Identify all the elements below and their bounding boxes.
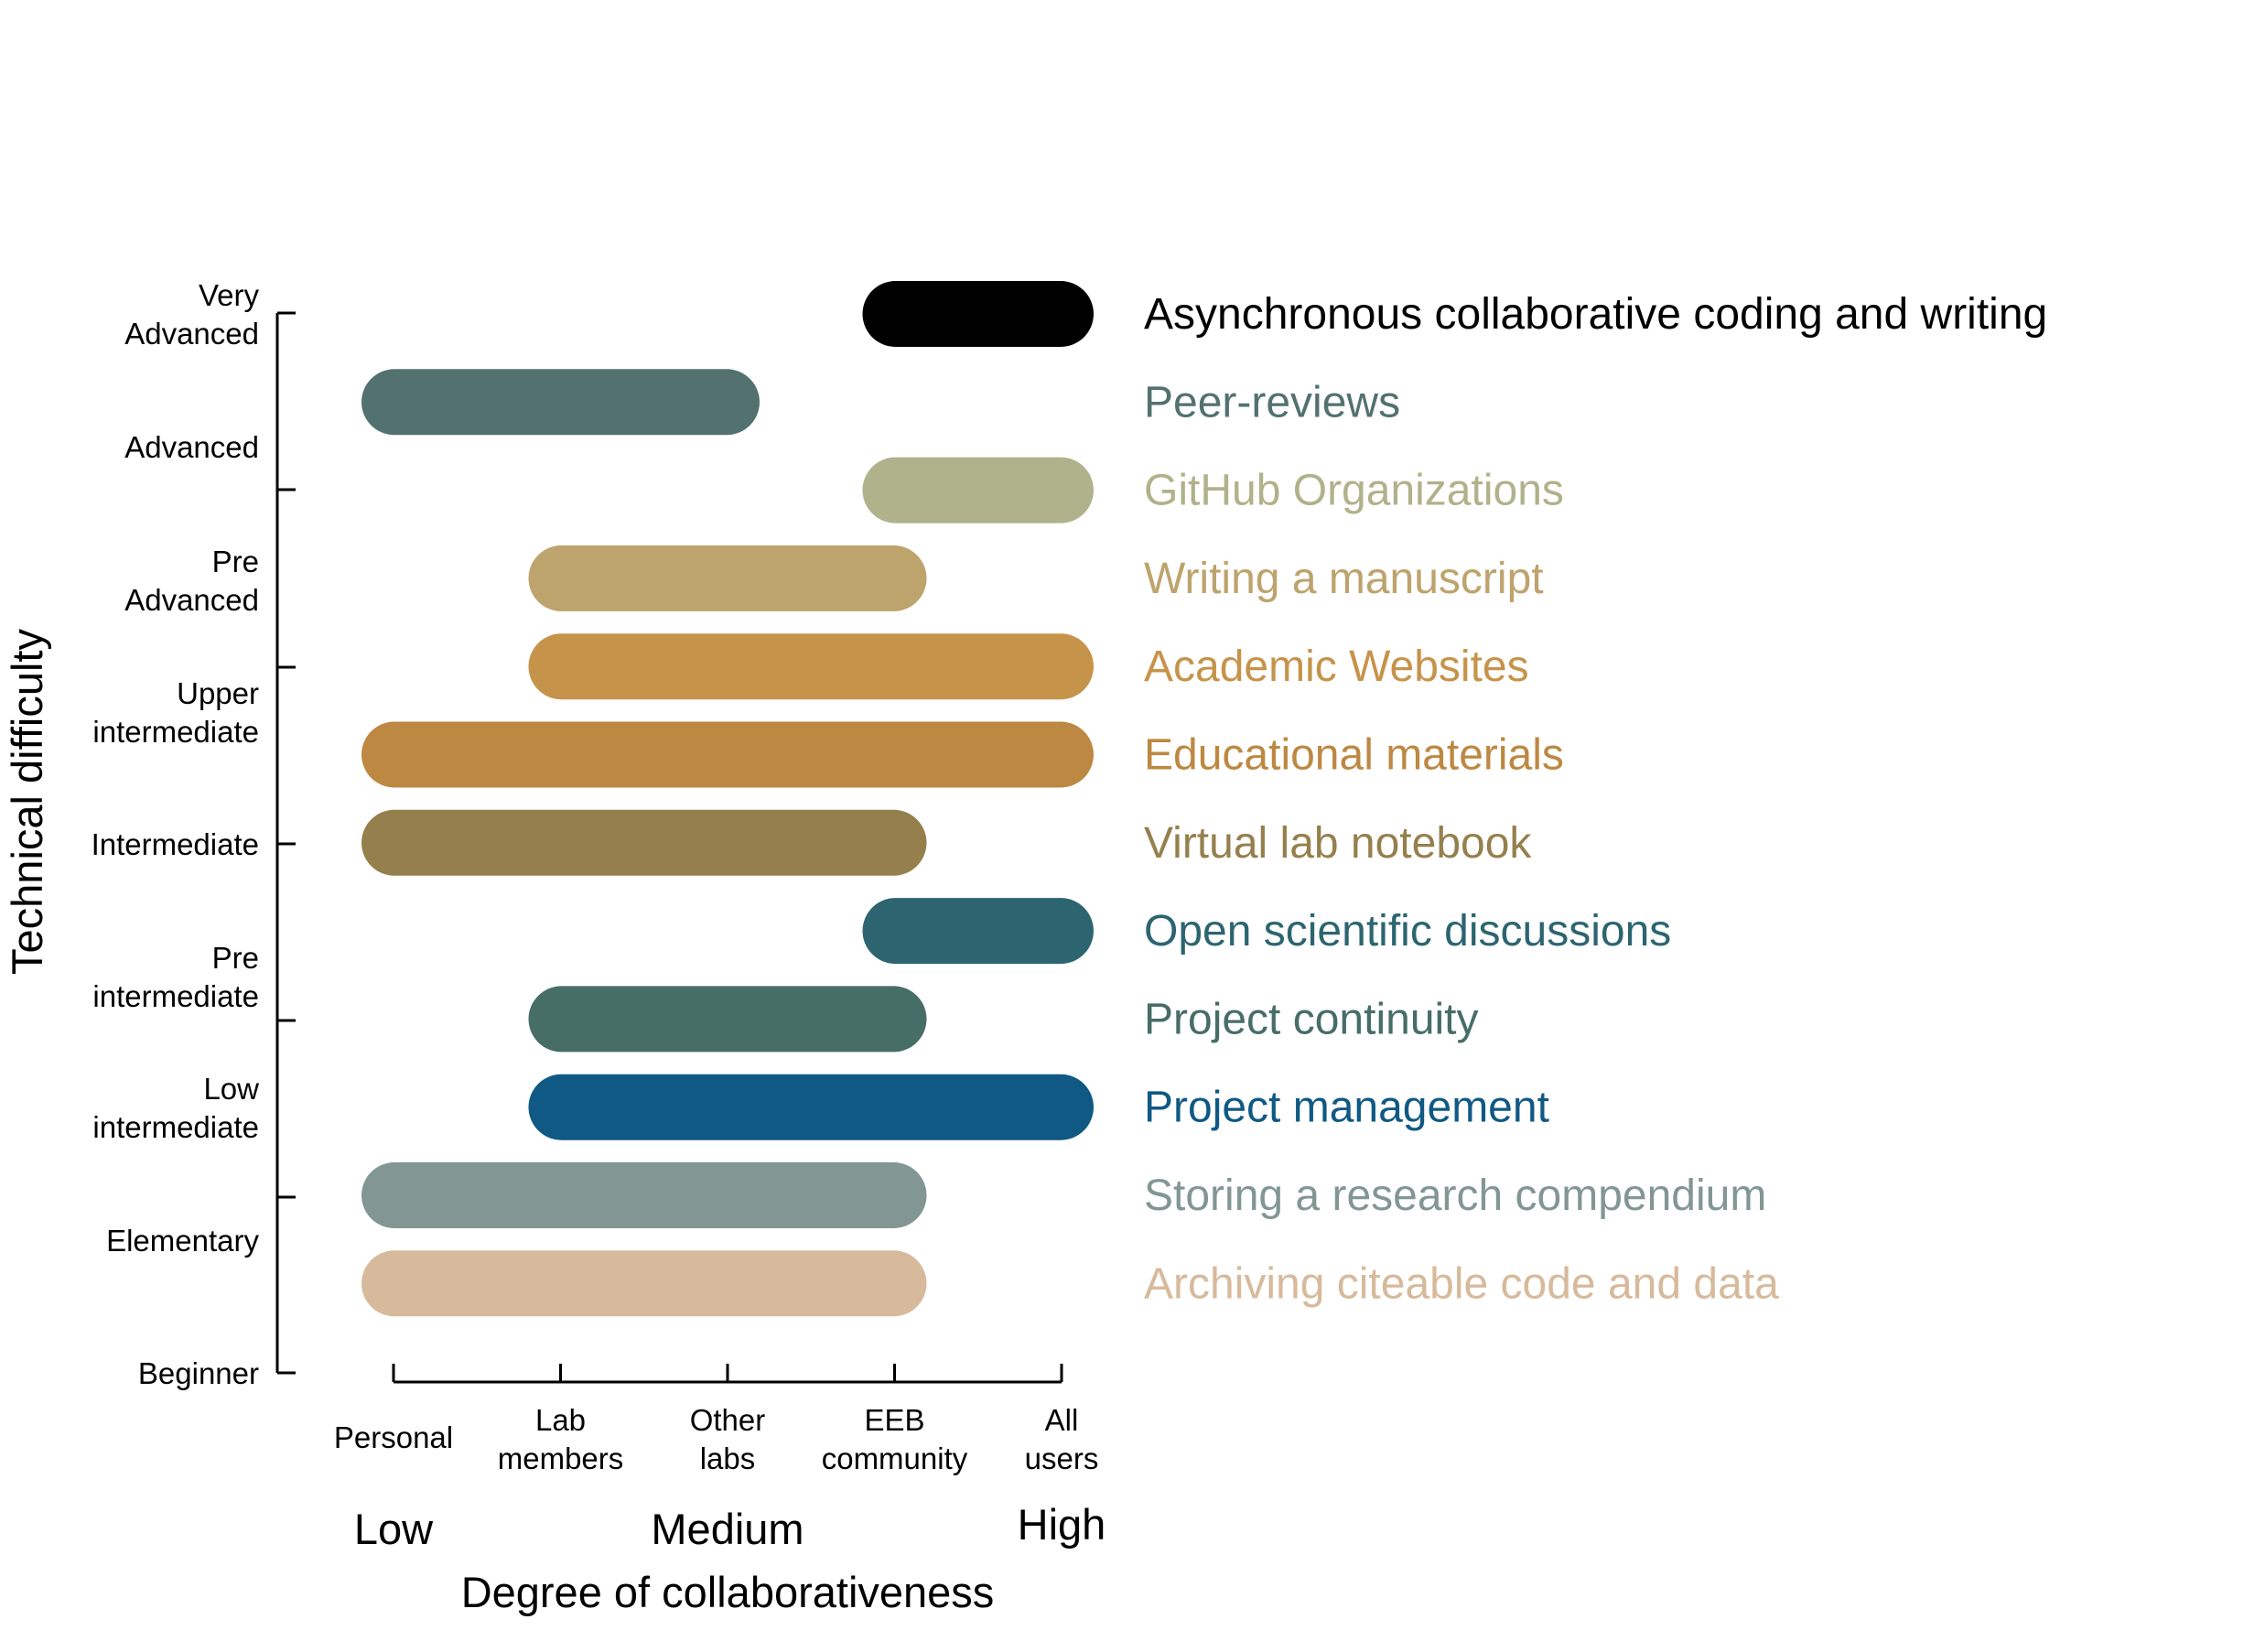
series-label: Virtual lab notebook [1144,819,1532,868]
axes: Beginner Elementary Low intermediate Pre inte… [92,278,1106,1553]
series-labels: Asynchronous collaborative coding and wr… [1144,290,2047,1308]
series-label: GitHub Organizations [1144,467,1564,515]
bar [862,898,1094,965]
bar [862,281,1094,347]
x-tick-label-line: labs [700,1441,756,1475]
bar [361,1250,927,1317]
x-tick-label: All users [1025,1403,1099,1475]
x-tick-label: Other labs [690,1403,766,1475]
bar [528,633,1094,700]
x-tick-label: Lab members [498,1403,624,1475]
y-tick-label-line: intermediate [92,979,259,1013]
x-tick-label-line: Personal [334,1420,453,1454]
series-label: Academic Websites [1144,642,1529,691]
series-label: Project management [1144,1084,1549,1132]
y-tick-label-line: Pre [212,545,259,578]
x-tick-label-line: All [1045,1403,1079,1437]
x-level-label: Medium [651,1505,804,1553]
bar [862,457,1094,524]
y-tick-label-line: Very [199,278,260,312]
x-tick-label-line: members [498,1441,624,1475]
y-tick-label: Upper intermediate [92,676,259,749]
series-label: Peer-reviews [1144,378,1400,426]
y-tick-label-line: Intermediate [92,827,259,861]
bar [361,721,1094,788]
x-tick-label-line: Other [690,1403,766,1437]
x-level-label: High [1018,1500,1106,1549]
series-label: Project continuity [1144,995,1479,1043]
x-tick-label: Personal [334,1420,453,1454]
series-label: Educational materials [1144,731,1564,780]
bar [361,1162,927,1228]
y-axis-title: Technical difficulty [3,629,51,975]
bar [528,1074,1094,1140]
y-tick-label-line: intermediate [92,1110,259,1144]
bars [361,281,1094,1317]
y-tick-label-line: Beginner [138,1356,259,1390]
x-tick-label-line: EEB [864,1403,924,1437]
series-label: Writing a manuscript [1144,555,1544,603]
y-tick-label: Very Advanced [124,278,259,351]
x-tick-label-line: community [822,1441,968,1475]
y-tick-label-line: Advanced [124,317,259,351]
series-label: Archiving citeable code and data [1144,1259,1779,1308]
y-tick-label-line: Elementary [106,1224,259,1258]
x-tick-label-line: users [1025,1441,1099,1475]
series-label: Storing a research compendium [1144,1172,1766,1220]
y-tick-label: Beginner [138,1356,259,1390]
y-tick-label: Pre Advanced [124,545,259,617]
x-axis-title: Degree of collaborativeness [461,1568,995,1616]
y-tick-label-line: Low [203,1072,259,1106]
y-tick-label-line: Advanced [124,583,259,617]
y-tick-label: Pre intermediate [92,941,259,1013]
y-tick-label-line: Pre [212,941,259,975]
series-label: Open scientific discussions [1144,907,1671,956]
bar [361,809,927,876]
y-tick-label-line: intermediate [92,715,259,749]
y-tick-label-line: Advanced [124,430,259,464]
y-tick-label: Low intermediate [92,1072,259,1144]
series-label: Asynchronous collaborative coding and wr… [1144,290,2047,339]
x-level-label: Low [354,1505,434,1553]
y-tick-label: Advanced [124,430,259,464]
bar [361,369,760,436]
bar [528,545,927,611]
bar [528,986,927,1053]
y-tick-label: Elementary [106,1224,259,1258]
y-tick-label: Intermediate [92,827,259,861]
x-tick-label: EEB community [822,1403,968,1475]
x-tick-label-line: Lab [535,1403,586,1437]
y-tick-label-line: Upper [177,676,259,710]
